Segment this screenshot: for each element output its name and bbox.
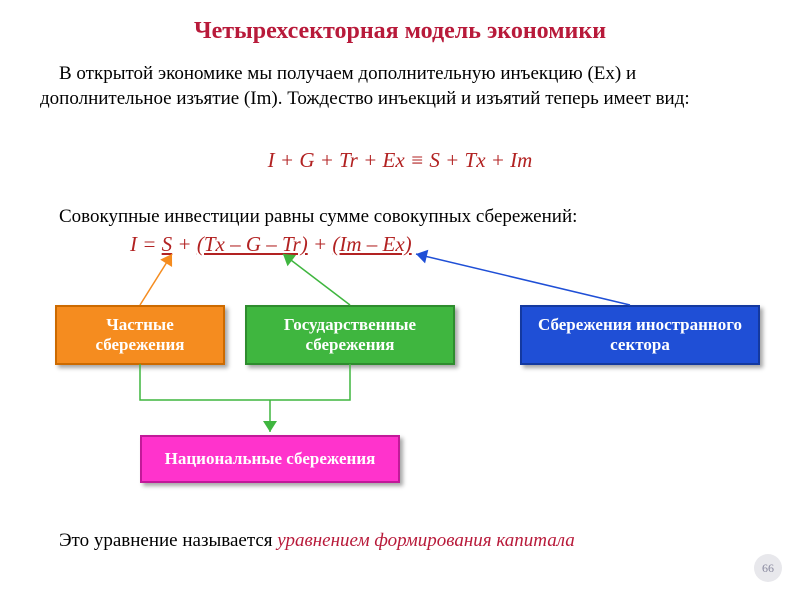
box-national-savings: Национальные сбережения	[140, 435, 400, 483]
page-title: Четырехсекторная модель экономики	[0, 18, 800, 45]
equation-identity: I + G + Tr + Ex ≡ S + Tx + Im	[0, 148, 800, 173]
paragraph-invest: Совокупные инвестиции равны сумме совоку…	[40, 206, 760, 228]
bottom-lead: Это уравнение называется	[40, 530, 277, 551]
eq2-join1: +	[172, 232, 197, 256]
bottom-note: Это уравнение называется уравнением форм…	[40, 530, 760, 552]
equation-investment: I = S + (Tx – G – Tr) + (Im – Ex)	[130, 232, 412, 257]
eq2-term-private: S	[162, 232, 173, 256]
box-private-savings: Частные сбережения	[55, 305, 225, 365]
eq2-join2: +	[308, 232, 333, 256]
box-government-savings: Государственные сбережения	[245, 305, 455, 365]
eq2-prefix: I =	[130, 232, 162, 256]
page-number: 66	[754, 554, 782, 582]
bottom-emph: уравнением формирования капитала	[277, 530, 574, 551]
eq2-term-foreign: (Im – Ex)	[332, 232, 411, 256]
eq2-term-government: (Tx – G – Tr)	[197, 232, 308, 256]
paragraph-intro: В открытой экономике мы получаем дополни…	[40, 62, 760, 111]
box-foreign-savings: Сбережения иностранного сектора	[520, 305, 760, 365]
